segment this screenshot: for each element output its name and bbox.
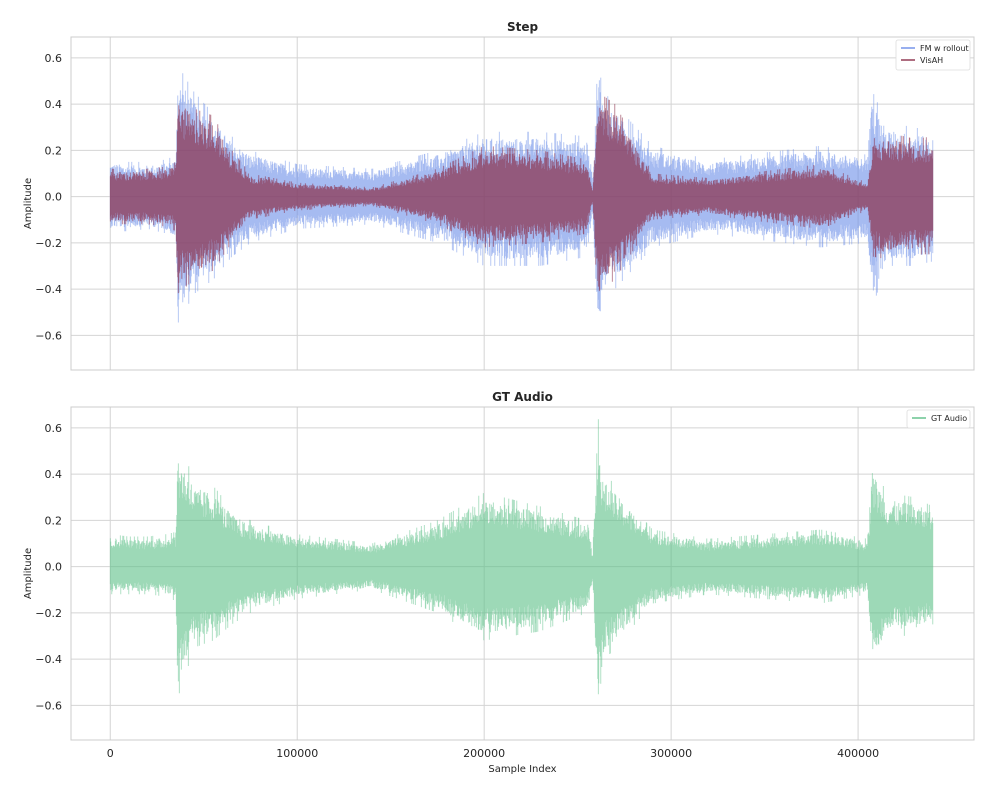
- y-tick-label: −0.6: [35, 699, 62, 712]
- chart-panel-2: −0.6 −0.4 −0.2 0.0 0.2 0.4 0.6 0 100000 200000 300…: [23, 390, 975, 775]
- y-tick-label: 0.4: [45, 98, 63, 111]
- chart-title: Step: [507, 20, 539, 34]
- series-visah: [109, 96, 934, 294]
- legend-box: [906, 409, 971, 429]
- y-tick-label: 0.6: [45, 422, 63, 435]
- legend: GT Audio: [906, 409, 971, 429]
- x-tick-label: 200000: [463, 747, 505, 760]
- x-axis-label: Sample Index: [488, 764, 556, 775]
- legend-label: GT Audio: [931, 414, 967, 423]
- chart-title: GT Audio: [492, 390, 553, 404]
- y-tick-label: 0.4: [45, 468, 63, 481]
- series-waveform: [109, 96, 934, 294]
- x-tick-label: 300000: [650, 747, 692, 760]
- x-tick-label: 400000: [837, 747, 879, 760]
- y-tick-label: 0.6: [45, 52, 63, 65]
- x-tick-label: 100000: [276, 747, 318, 760]
- series-gt-audio: [109, 419, 934, 695]
- y-tick-label: −0.4: [35, 283, 62, 296]
- y-axis-label: Amplitude: [23, 178, 34, 229]
- series-waveform: [109, 419, 934, 695]
- y-axis-label: Amplitude: [23, 548, 34, 599]
- legend-label: VisAH: [920, 56, 943, 65]
- axes-frame: [70, 406, 975, 741]
- chart-panel-1: −0.6 −0.4 −0.2 0.0 0.2 0.4 0.6 Step Amplitude FM …: [23, 20, 975, 371]
- y-tick-label: 0.2: [45, 144, 63, 157]
- y-tick-label: −0.4: [35, 653, 62, 666]
- legend-label: FM w rollout: [920, 44, 969, 53]
- y-tick-label: −0.2: [35, 607, 62, 620]
- axes-frame: [70, 36, 975, 371]
- y-tick-label: 0.0: [45, 561, 63, 574]
- y-tick-label: 0.2: [45, 514, 63, 527]
- x-tick-label: 0: [107, 747, 114, 760]
- y-tick-label: 0.0: [45, 191, 63, 204]
- legend: FM w rollout VisAH: [895, 39, 971, 71]
- y-tick-label: −0.6: [35, 329, 62, 342]
- y-tick-label: −0.2: [35, 237, 62, 250]
